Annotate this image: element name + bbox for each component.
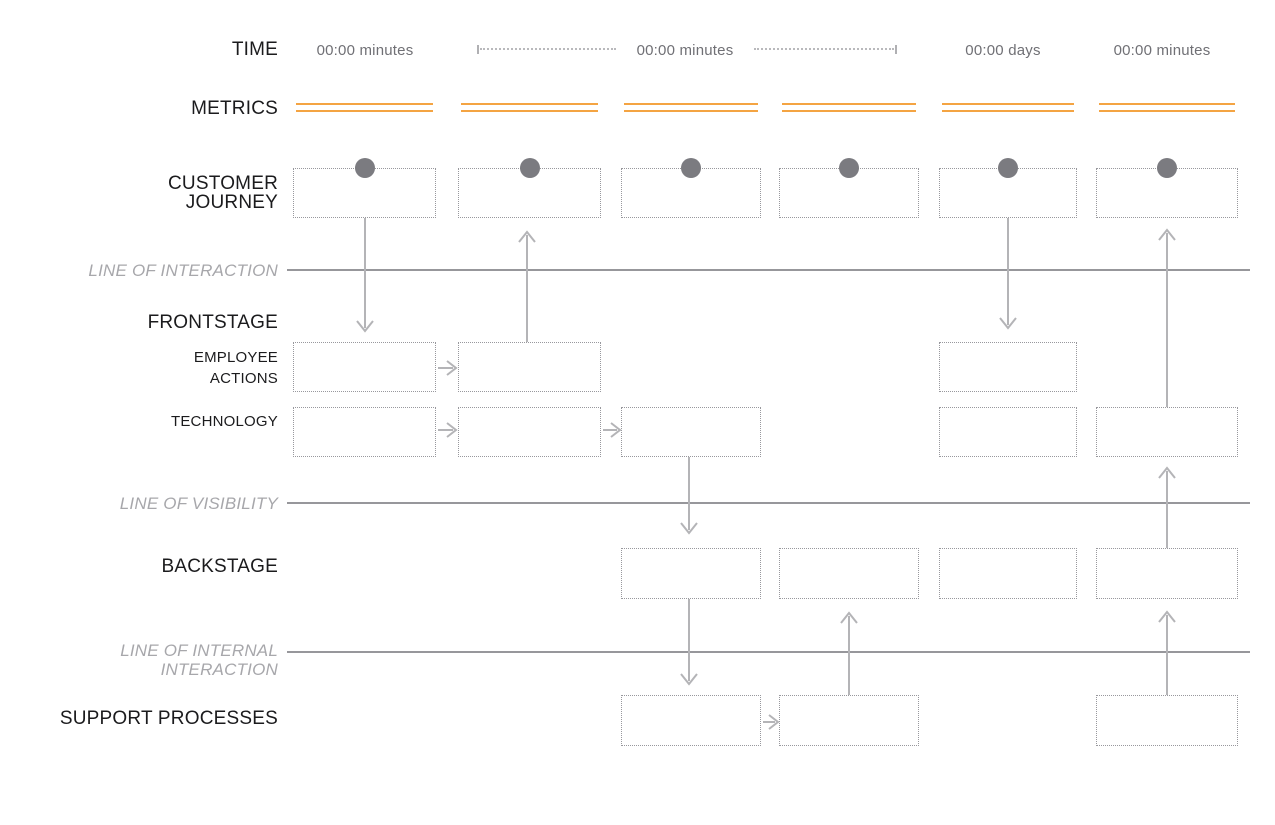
technology-box-col1 [293, 407, 436, 457]
technology-box-col3 [621, 407, 761, 457]
arrow-up-2 [518, 230, 536, 342]
support-processes-box-col3 [621, 695, 761, 746]
time-value-4: 00:00 minutes [1113, 42, 1211, 59]
time-value-2: 00:00 minutes [636, 42, 734, 59]
arrow-up-13 [1158, 610, 1176, 695]
time-value-3: 00:00 days [965, 42, 1041, 59]
arrow-up-12 [1158, 466, 1176, 548]
metrics-row-label: METRICS [191, 98, 278, 119]
line-of-internal-interaction-rule [287, 651, 1250, 653]
employee-actions-box-col5 [939, 342, 1077, 392]
employee-actions-row-label: EMPLOYEE ACTIONS [193, 349, 278, 387]
customer-journey-row-label: CUSTOMER JOURNEY [168, 173, 278, 213]
support-processes-box-col6 [1096, 695, 1238, 746]
journey-step-dot-col3 [681, 158, 701, 178]
time-span-right-tick [895, 45, 897, 54]
arrow-right-3 [438, 360, 458, 376]
line-of-visibility-rule [287, 502, 1250, 504]
arrow-right-5 [603, 422, 622, 438]
arrow-down-6 [680, 457, 698, 535]
technology-box-col2 [458, 407, 601, 457]
arrow-down-10 [999, 218, 1017, 330]
journey-step-dot-col4 [839, 158, 859, 178]
metric-lines-col2 [461, 103, 598, 112]
support-processes-row-label: SUPPORT PROCESSES [59, 708, 278, 729]
backstage-box-col3 [621, 548, 761, 599]
arrow-right-4 [438, 422, 458, 438]
arrow-up-11 [1158, 228, 1176, 407]
journey-step-dot-col6 [1157, 158, 1177, 178]
backstage-row-label: BACKSTAGE [161, 556, 278, 577]
arrow-up-9 [840, 611, 858, 695]
metric-lines-col3 [624, 103, 758, 112]
employee-actions-box-col2 [458, 342, 601, 392]
time-span-dotted-line-left [480, 48, 616, 50]
arrow-right-8 [763, 714, 780, 730]
employee-actions-box-col1 [293, 342, 436, 392]
backstage-box-col6 [1096, 548, 1238, 599]
technology-row-label: TECHNOLOGY [170, 413, 278, 430]
frontstage-row-label: FRONTSTAGE [147, 312, 278, 333]
time-span-dotted-line-right [754, 48, 894, 50]
support-processes-box-col4 [779, 695, 919, 746]
journey-step-dot-col1 [354, 158, 375, 178]
technology-box-col5 [939, 407, 1077, 457]
time-value-1: 00:00 minutes [316, 42, 414, 59]
backstage-box-col5 [939, 548, 1077, 599]
line-of-interaction-label: LINE OF INTERACTION [88, 261, 278, 280]
metric-lines-col5 [942, 103, 1074, 112]
line-of-visibility-label: LINE OF VISIBILITY [119, 494, 278, 513]
line-of-internal-interaction-label: LINE OF INTERNAL INTERACTION [120, 641, 278, 679]
journey-step-dot-col5 [998, 158, 1018, 178]
line-of-interaction-rule [287, 269, 1250, 271]
metric-lines-col1 [296, 103, 433, 112]
journey-step-dot-col2 [519, 158, 540, 178]
metric-lines-col4 [782, 103, 916, 112]
time-span-left-tick [477, 45, 479, 54]
technology-box-col6 [1096, 407, 1238, 457]
backstage-box-col4 [779, 548, 919, 599]
arrow-down-1 [356, 218, 374, 333]
metric-lines-col6 [1099, 103, 1235, 112]
arrow-down-7 [680, 599, 698, 686]
time-row-label: TIME [231, 39, 278, 60]
